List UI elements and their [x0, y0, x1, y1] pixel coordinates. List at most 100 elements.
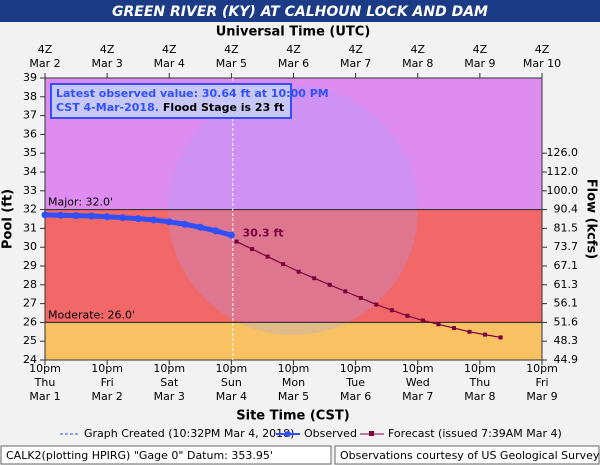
forecast-point	[436, 322, 441, 327]
y2-tick-label: 67.1	[554, 259, 579, 272]
y-tick-label: 28	[23, 278, 37, 291]
footer-box	[0, 445, 332, 465]
y2-axis-title: Flow (kcfs)	[584, 179, 599, 259]
y-tick-label: 34	[23, 165, 37, 178]
y2-tick-label: 51.6	[554, 315, 579, 328]
forecast-point	[312, 276, 317, 281]
y-tick-label: 30	[23, 240, 37, 253]
chart-title: GREEN RIVER (KY) AT CALHOUN LOCK AND DAM	[112, 4, 488, 20]
y-tick-label: 29	[23, 259, 37, 272]
title-bar	[0, 0, 600, 22]
forecast-point	[265, 254, 270, 259]
observed-point	[134, 215, 142, 223]
y-tick-label: 27	[23, 297, 37, 310]
y-tick-label: 36	[23, 127, 37, 140]
y2-tick-label: 56.1	[554, 297, 579, 310]
legend-label: Forecast (issued 7:39AM Mar 4)	[388, 427, 562, 440]
y-tick-label: 37	[23, 109, 37, 122]
plot-area: Moderate: 26.0' Major: 32.0' 24 25 26 27 28 29 3…	[23, 43, 578, 403]
forecast-point	[389, 308, 394, 313]
legend-swatch	[369, 431, 374, 436]
x2-tick-label: 4Z Mar 4	[154, 43, 185, 70]
forecast-point	[374, 302, 379, 307]
forecast-point	[281, 262, 286, 267]
x2-tick-label: 4Z Mar 5	[216, 43, 247, 70]
x-tick-label: 10pm Tue Mar 6	[340, 362, 372, 403]
y2-tick-label: 100.0	[547, 184, 579, 197]
observed-point	[181, 220, 189, 228]
observed-point	[119, 214, 127, 222]
footer-left: CALK2(plotting HPIRG) "Gage 0" Datum: 35…	[6, 449, 273, 462]
y2-tick-label: 44.9	[554, 353, 579, 366]
info-text-part: CST 4-Mar-2018.	[56, 101, 159, 114]
legend-swatch	[285, 431, 291, 437]
forecast-point	[358, 295, 363, 300]
x2-tick-label: 4Z Mar 7	[340, 43, 371, 70]
y2-tick-label: 61.3	[554, 278, 579, 291]
x2-axis-title: Universal Time (UTC)	[216, 25, 371, 40]
y-tick-label: 26	[23, 315, 37, 328]
forecast-point	[296, 269, 301, 274]
x-axis-title: Site Time (CST)	[236, 409, 349, 424]
forecast-point	[405, 313, 410, 318]
footer-box	[334, 445, 600, 465]
x-tick-label: 10pm Sat Mar 3	[153, 362, 185, 403]
info-text: CST 4-Mar-2018. Flood Stage is 23 ft	[56, 101, 284, 114]
y-axis-title: Pool (ft)	[1, 189, 16, 249]
y2-tick-label: 73.7	[554, 240, 579, 253]
observed-point	[103, 213, 111, 221]
x2-tick-label: 4Z Mar 8	[402, 43, 433, 70]
observed-point	[227, 231, 235, 239]
x-tick-label: 10pm Thu Mar 1	[29, 362, 61, 403]
x2-tick-label: 4Z Mar 2	[29, 43, 60, 70]
observed-point	[150, 216, 158, 224]
forecast-point	[451, 326, 456, 331]
x-tick-label: 10pm Sun Mar 4	[216, 362, 248, 403]
forecast-point	[498, 335, 503, 340]
y2-tick-label: 126.0	[547, 146, 579, 159]
x2-tick-label: 4Z Mar 10	[523, 43, 561, 70]
x-tick-label: 10pm Fri Mar 2	[91, 362, 123, 403]
forecast-point	[420, 318, 425, 323]
observed-point	[212, 227, 220, 235]
info-text-part: Flood Stage is 23 ft	[163, 101, 284, 114]
y2-tick-label: 90.4	[554, 203, 579, 216]
x2-tick-label: 4Z Mar 9	[464, 43, 495, 70]
y-tick-label: 39	[23, 71, 37, 84]
y-tick-label: 35	[23, 146, 37, 159]
y-tick-label: 32	[23, 203, 37, 216]
info-text: Latest observed value: 30.64 ft at 10:00…	[56, 87, 329, 100]
series-line	[236, 241, 501, 339]
observed-point	[196, 223, 204, 231]
flood-label: Moderate: 26.0'	[48, 308, 135, 321]
x2-tick-label: 4Z Mar 3	[92, 43, 123, 70]
x-tick-label: 10pm Wed Mar 7	[402, 362, 434, 403]
info-box	[50, 83, 292, 119]
observed-point	[88, 212, 96, 220]
footer-right: Observations courtesy of US Geological S…	[340, 449, 600, 462]
flood-band	[45, 322, 542, 360]
forecast-point	[234, 239, 239, 244]
y-tick-label: 33	[23, 184, 37, 197]
legend-label: Observed	[304, 427, 357, 440]
observed-point	[41, 211, 49, 219]
observed-point	[57, 211, 65, 219]
flood-label: Major: 32.0'	[48, 196, 113, 209]
data-label: 30.3 ft	[243, 227, 284, 240]
x-tick-label: 10pm Fri Mar 9	[526, 362, 558, 403]
forecast-point	[467, 329, 472, 334]
y2-tick-label: 112.0	[547, 165, 579, 178]
forecast-point	[250, 247, 255, 252]
x-tick-label: 10pm Mon Mar 5	[278, 362, 310, 403]
x-tick-label: 10pm Thu Mar 8	[464, 362, 496, 403]
y-tick-label: 38	[23, 90, 37, 103]
forecast-point	[483, 332, 488, 337]
y2-tick-label: 48.3	[554, 334, 579, 347]
x2-tick-label: 4Z Mar 6	[278, 43, 309, 70]
flood-band	[45, 209, 542, 323]
observed-point	[72, 212, 80, 220]
y-tick-label: 24	[23, 353, 37, 366]
legend-label: Graph Created (10:32PM Mar 4, 2018)	[84, 427, 294, 440]
y-tick-label: 25	[23, 334, 37, 347]
